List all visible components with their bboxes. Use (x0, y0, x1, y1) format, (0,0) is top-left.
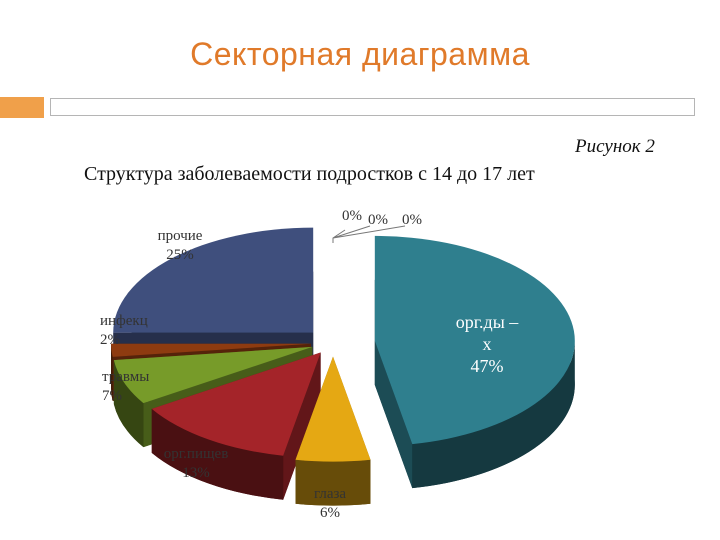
pie-slice-орг.ды­х (374, 235, 575, 489)
figure-label: Рисунок 2 (575, 136, 655, 157)
data-label-травмы: травмы 7% (102, 369, 149, 404)
accent-square (0, 97, 44, 118)
data-label-орг.ды­х: орг.ды – х 47% (456, 312, 520, 376)
data-label-zero-8: 0% (402, 212, 422, 228)
data-label-орг.пищев: орг.пищев 13% (164, 446, 229, 481)
chart-title: Структура заболеваемости подростков с 14… (84, 163, 535, 185)
data-label-zero-6: 0% (342, 208, 362, 224)
data-label-глаза: глаза 6% (314, 486, 346, 521)
pie-slice-глаза (295, 356, 371, 506)
leader-lines (332, 225, 406, 243)
pie-slice-орг.пищев (151, 352, 321, 500)
slide-title: Секторная диаграмма (190, 36, 530, 72)
data-label-прочие: прочие 25% (158, 228, 203, 263)
data-label-инфекц: инфекц 2% (100, 313, 148, 348)
data-label-zero-7: 0% (368, 212, 388, 228)
accent-bar (50, 98, 695, 116)
